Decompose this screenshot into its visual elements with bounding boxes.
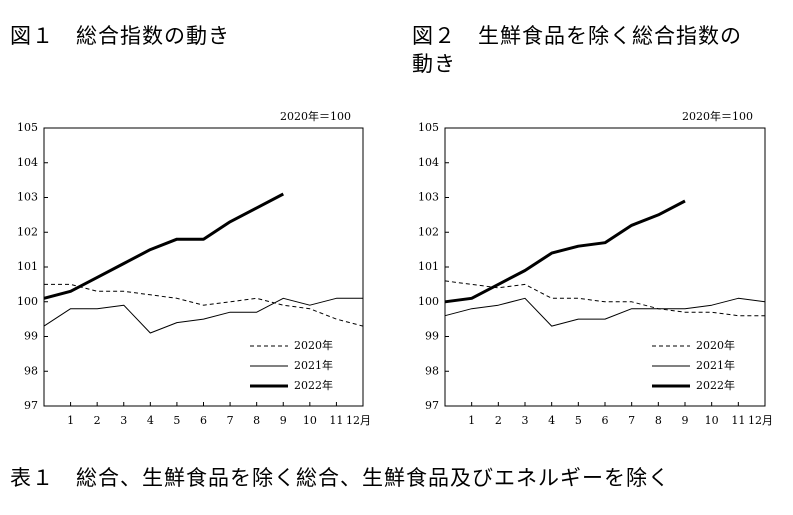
legend-label: 2020年 — [696, 338, 735, 352]
x-tick-label: 7 — [227, 414, 234, 427]
y-tick-label: 100 — [418, 295, 439, 308]
legend-label: 2021年 — [294, 358, 333, 372]
y-tick-label: 104 — [17, 156, 38, 169]
x-tick-label: 4 — [548, 414, 555, 427]
y-tick-label: 102 — [17, 225, 38, 238]
y-tick-label: 103 — [17, 191, 38, 204]
series-line — [44, 283, 364, 327]
y-tick-label: 99 — [425, 330, 439, 343]
series-line — [444, 297, 766, 327]
x-tick-label: 3 — [522, 414, 529, 427]
y-tick-label: 101 — [17, 260, 38, 273]
series-line — [444, 199, 686, 304]
annotation: 2020年＝100 — [682, 109, 753, 123]
legend-label: 2022年 — [294, 378, 333, 392]
y-tick-label: 97 — [425, 399, 439, 412]
y-tick-label: 103 — [418, 191, 439, 204]
y-tick-label: 100 — [17, 295, 38, 308]
annotation: 2020年＝100 — [280, 109, 351, 123]
chart-title: 図２ 生鮮食品を除く総合指数の動き — [412, 24, 742, 76]
x-tick-label: 8 — [253, 414, 260, 427]
chart-title: 図１ 総合指数の動き — [10, 24, 230, 48]
y-tick-label: 97 — [24, 399, 38, 412]
x-tick-label: 5 — [575, 414, 582, 427]
y-tick-label: 101 — [418, 260, 439, 273]
x-tick-label: 8 — [655, 414, 662, 427]
y-tick-label: 104 — [418, 156, 439, 169]
x-tick-label: 3 — [120, 414, 127, 427]
y-tick-label: 98 — [24, 364, 38, 377]
x-tick-label: 6 — [200, 414, 207, 427]
x-tick-label: 7 — [628, 414, 635, 427]
x-tick-label: 10 — [705, 414, 719, 427]
x-tick-label: 9 — [280, 414, 287, 427]
x-tick-label: 2 — [495, 414, 502, 427]
series-line — [43, 192, 284, 300]
x-tick-label: 12月 — [748, 414, 773, 427]
x-tick-label: 11 — [731, 414, 745, 427]
legend-label: 2022年 — [696, 378, 735, 392]
y-tick-label: 98 — [425, 364, 439, 377]
y-tick-label: 102 — [418, 225, 439, 238]
y-tick-label: 105 — [418, 121, 439, 134]
legend-label: 2021年 — [696, 358, 735, 372]
y-tick-label: 105 — [17, 121, 38, 134]
y-tick-label: 99 — [24, 330, 38, 343]
x-tick-label: 5 — [173, 414, 180, 427]
x-tick-label: 9 — [682, 414, 689, 427]
footer-text: 表１ 総合、生鮮食品を除く総合、生鮮食品及びエネルギーを除く — [10, 466, 670, 490]
x-tick-label: 1 — [468, 414, 475, 427]
x-tick-label: 12月 — [346, 414, 371, 427]
series-line — [444, 280, 765, 317]
x-tick-label: 10 — [303, 414, 317, 427]
legend-label: 2020年 — [294, 338, 333, 352]
x-tick-label: 6 — [602, 414, 609, 427]
x-tick-label: 4 — [147, 414, 154, 427]
x-tick-label: 1 — [67, 414, 74, 427]
series-line — [43, 297, 363, 334]
x-tick-label: 11 — [329, 414, 343, 427]
x-tick-label: 2 — [94, 414, 101, 427]
